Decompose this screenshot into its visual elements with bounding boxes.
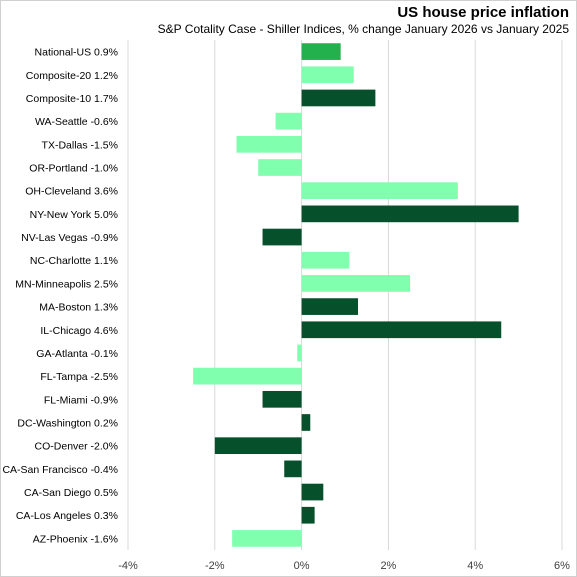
category-label: MA-Boston 1.3% — [39, 302, 118, 314]
bar — [262, 390, 302, 408]
category-label: FL-Miami -0.9% — [44, 394, 118, 406]
x-tick-label: 2% — [380, 560, 396, 572]
category-label: CA-San Diego 0.5% — [24, 487, 118, 499]
bar — [301, 205, 519, 223]
bar — [301, 43, 341, 60]
category-label: CO-Denver -2.0% — [35, 441, 118, 453]
category-label: NV-Las Vegas -0.9% — [21, 232, 118, 244]
category-label: TX-Dallas -1.5% — [42, 139, 118, 151]
category-label: NC-Charlotte 1.1% — [30, 255, 118, 267]
bar — [284, 460, 302, 478]
chart-title: US house price inflation — [397, 4, 569, 21]
category-label: Composite-10 1.7% — [26, 93, 118, 105]
chart-subtitle: S&P Cotality Case - Shiller Indices, % c… — [157, 22, 569, 36]
category-label: CA-San Francisco -0.4% — [2, 464, 118, 476]
category-labels: National-US 0.9% Composite-20 1.2% Composi… — [2, 47, 118, 546]
x-tick-labels: -4% -2% 0% 2% 4% 6% — [118, 560, 570, 572]
bar — [301, 321, 502, 339]
bars — [193, 43, 519, 547]
x-tick-label: -2% — [205, 560, 225, 572]
category-label: FL-Tampa -2.5% — [40, 371, 118, 383]
bar — [301, 275, 411, 292]
bar — [236, 135, 302, 153]
category-label: Composite-20 1.2% — [26, 70, 118, 82]
bar — [301, 414, 311, 431]
category-label: DC-Washington 0.2% — [17, 418, 118, 430]
category-label: IL-Chicago 4.6% — [40, 325, 118, 337]
bar — [301, 182, 458, 200]
bar — [301, 251, 350, 269]
category-label: National-US 0.9% — [35, 47, 118, 59]
bar — [301, 483, 324, 501]
bar — [193, 367, 302, 385]
bar — [258, 159, 302, 176]
bar — [275, 112, 302, 130]
category-label: GA-Atlanta -0.1% — [36, 348, 118, 360]
x-tick-label: 4% — [467, 560, 483, 572]
category-label: OH-Cleveland 3.6% — [25, 186, 118, 198]
category-label: WA-Seattle -0.6% — [35, 116, 118, 128]
bar — [214, 437, 302, 455]
x-tick-label: -4% — [118, 560, 138, 572]
bar — [301, 89, 376, 107]
bar — [301, 506, 315, 524]
bar — [232, 530, 302, 547]
x-tick-label: 6% — [554, 560, 570, 572]
category-label: AZ-Phoenix -1.6% — [33, 533, 118, 545]
bar — [262, 228, 302, 246]
category-label: CA-Los Angeles 0.3% — [16, 510, 118, 522]
bar — [301, 298, 359, 315]
gridlines — [127, 40, 563, 550]
bar — [301, 66, 354, 84]
bar — [297, 344, 302, 362]
category-label: MN-Minneapolis 2.5% — [15, 278, 118, 290]
category-label: OR-Portland -1.0% — [29, 163, 118, 175]
x-tick-label: 0% — [294, 560, 310, 572]
category-label: NY-New York 5.0% — [30, 209, 118, 221]
